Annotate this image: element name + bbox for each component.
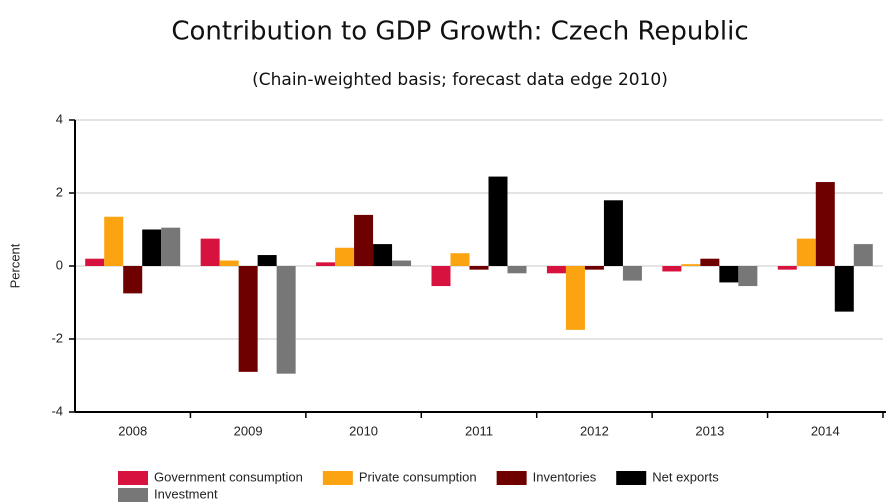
y-tick-label: -2 [51,330,63,345]
bar [200,238,220,266]
bar [335,247,355,266]
bar [142,229,162,266]
legend-swatch [322,471,353,485]
bar [507,266,527,274]
bar [257,255,277,266]
bar [777,266,797,270]
bar [238,266,258,372]
bar [276,266,296,374]
bar [316,262,336,266]
legend-label: Private consumption [359,469,477,484]
y-tick-label: 2 [56,184,63,199]
x-tick-label: 2012 [580,423,609,438]
legend-swatch [118,488,148,502]
bar [834,266,854,312]
legend-label: Investment [154,486,218,501]
bar [584,266,604,270]
bar [85,258,105,266]
x-tick-label: 2014 [811,423,840,438]
bar [662,266,682,272]
legend-swatch [118,471,148,485]
bar [565,266,585,330]
y-tick-label: 0 [56,257,63,272]
bar [546,266,566,274]
bar [853,244,873,266]
bar [603,200,623,266]
x-tick-label: 2009 [234,423,263,438]
bar [469,266,489,270]
bar [622,266,642,281]
legend-label: Inventories [533,469,597,484]
bar [373,244,393,266]
legend-label: Net exports [652,469,719,484]
bar [354,214,374,266]
y-axis-label: Percent [7,243,22,288]
bar [219,260,239,266]
bar [104,216,124,266]
bar [681,264,701,266]
bar [700,258,720,266]
x-tick-label: 2008 [118,423,147,438]
bar [392,260,412,266]
bar [431,266,451,287]
x-tick-label: 2011 [465,423,493,438]
legend-label: Government consumption [154,469,303,484]
y-tick-label: 4 [56,111,63,126]
bar [796,238,816,266]
chart-title: Contribution to GDP Growth: Czech Republ… [171,17,748,47]
bar [815,182,835,266]
bar [488,176,508,266]
x-tick-label: 2013 [695,423,724,438]
bar [450,253,470,266]
legend-swatch [496,471,527,485]
bar [161,227,181,266]
legend-swatch [616,471,647,485]
x-tick-label: 2010 [349,423,378,438]
chart-subtitle: (Chain-weighted basis; forecast data edg… [252,70,668,90]
y-tick-label: -4 [51,403,63,418]
bar [719,266,739,283]
bar [738,266,758,287]
bar [123,266,143,294]
